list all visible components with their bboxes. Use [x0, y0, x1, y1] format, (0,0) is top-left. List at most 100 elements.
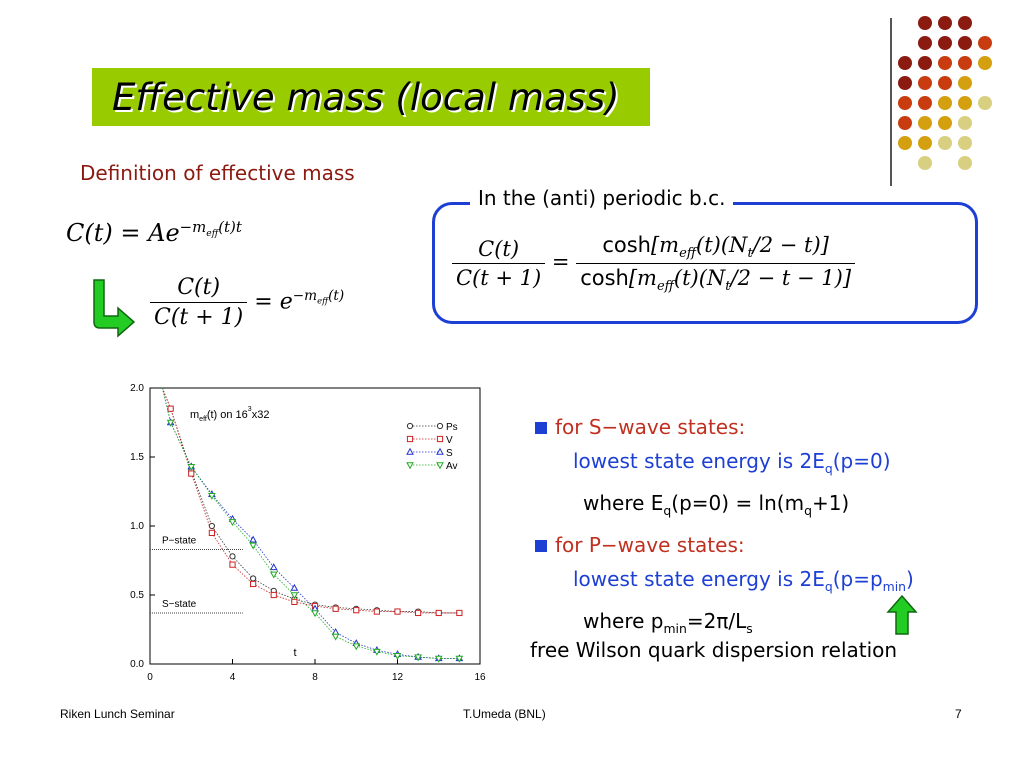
legend-label-v: V: [446, 435, 453, 446]
rhs-num-nsub: t: [747, 246, 753, 262]
s-line2: where E: [583, 491, 664, 515]
data-point-v: [250, 580, 257, 588]
eq3-equals: =: [551, 250, 570, 275]
data-point-av: [290, 592, 299, 600]
decorative-dot: [938, 96, 952, 110]
bullet-square-icon: [535, 540, 547, 552]
legend-marker: [436, 422, 444, 430]
divider-line: [890, 18, 892, 186]
data-point-v: [270, 591, 277, 599]
plot-frame: [149, 387, 481, 665]
decorative-dot: [938, 16, 952, 30]
eq2-numerator: C(t): [177, 275, 221, 300]
bullet-s-wave: for S−wave states:: [535, 410, 914, 444]
decorative-dot: [898, 76, 912, 90]
s-line2-mid: (p=0) = ln(m: [671, 491, 805, 515]
reference-label: P−state: [162, 535, 197, 546]
footer-author: T.Umeda (BNL): [463, 707, 546, 721]
eq2-fraction: C(t) C(t + 1): [150, 275, 248, 330]
reference-label: S−state: [162, 599, 197, 610]
series-line-v: [162, 387, 460, 614]
p-line1-sub: q: [824, 579, 833, 594]
cosh-num: cosh: [602, 233, 651, 257]
eq1-base: e: [165, 219, 180, 247]
eq1-lhs: C(t): [66, 219, 113, 247]
data-point-v: [208, 529, 215, 537]
data-point-av: [352, 643, 361, 651]
p-line1: lowest state energy is 2E: [573, 567, 825, 591]
data-point-av: [393, 653, 402, 660]
equation-correlator: C(t) = Ae−meff(t)t: [66, 218, 242, 247]
data-point-ps: [250, 575, 257, 582]
s-line1-tail: (p=0): [832, 449, 891, 473]
decorative-dot: [918, 16, 932, 30]
legend-marker: [406, 435, 414, 443]
s-wave-energy: lowest state energy is 2Eq(p=0): [535, 444, 914, 486]
bullet-square-icon: [535, 422, 547, 434]
decorative-dot: [938, 56, 952, 70]
decorative-dot: [918, 116, 932, 130]
rhs-den-nsub: t: [725, 279, 731, 295]
y-tick-label: 0.0: [130, 659, 144, 670]
eq2-exp: −m: [292, 288, 318, 305]
decorative-dot: [898, 56, 912, 70]
legend-marker: [436, 447, 444, 455]
data-point-av: [208, 492, 216, 500]
data-point-s: [290, 583, 299, 591]
p-line2-mid: =2π/L: [686, 609, 747, 633]
eq2-exp-tail: (t): [328, 288, 345, 305]
x-axis-label: t: [293, 647, 296, 659]
data-point-v: [353, 607, 360, 614]
data-point-av: [414, 654, 422, 662]
decorative-dot: [958, 136, 972, 150]
arrow-up-icon: [886, 594, 918, 635]
p-wave-where: where pmin=2π/Ls: [535, 604, 914, 646]
data-point-ps: [229, 553, 236, 560]
p-line1-mid: (p=p: [832, 567, 883, 591]
decorative-dot: [938, 116, 952, 130]
p-wave-heading: for P−wave states:: [555, 533, 745, 557]
legend-label-av: Av: [446, 461, 458, 472]
decorative-dot: [918, 136, 932, 150]
decorative-dot: [938, 36, 952, 50]
chart-annotation: meff(t) on 163x32: [190, 406, 269, 423]
data-point-ps: [208, 522, 215, 530]
legend-marker: [406, 447, 414, 455]
data-point-v: [291, 598, 298, 606]
decorative-dot: [938, 136, 952, 150]
s-wave-heading: for S−wave states:: [555, 415, 746, 439]
data-point-s: [249, 535, 257, 543]
data-point-av: [331, 633, 340, 641]
x-tick-label: 16: [474, 672, 486, 680]
decorative-dot: [898, 136, 912, 150]
decorative-dot: [958, 16, 972, 30]
s-line2-sub2: q: [804, 503, 812, 518]
rhs-den-sub: eff: [656, 279, 674, 295]
box-label: In the (anti) periodic b.c.: [470, 186, 734, 210]
eq2-equals: =: [254, 289, 273, 315]
data-point-av: [269, 571, 278, 579]
p-line2: where p: [583, 609, 664, 633]
eq2-exp-sub: eff: [317, 295, 329, 306]
x-tick-label: 8: [312, 672, 318, 680]
eq1-exp: −m: [179, 218, 207, 236]
decorative-dot: [898, 96, 912, 110]
y-tick-label: 1.0: [130, 521, 144, 532]
title-banner: [92, 68, 650, 126]
series-line-ps: [162, 387, 460, 614]
eq1-exp-sub: eff: [206, 227, 219, 239]
effective-mass-chart: 0 4 8 12 16 0.0 0.5 1.0 1.5 2.0 t P−state S−state mef…: [130, 383, 486, 680]
eq3-rhs-numerator: cosh[meff(t)(Nt/2 − t)]: [598, 233, 833, 263]
decorative-dot: [958, 36, 972, 50]
p-line1-sub2: min: [882, 579, 907, 594]
x-tick-label: 0: [147, 672, 153, 680]
bullet-p-wave: for P−wave states:: [535, 528, 914, 562]
rhs-den-a: [m: [628, 266, 657, 291]
decorative-dot: [938, 76, 952, 90]
data-point-av: [187, 463, 196, 471]
data-point-s: [269, 563, 278, 571]
data-point-v: [435, 609, 442, 617]
definition-heading: Definition of effective mass: [80, 161, 355, 185]
eq3-rhs-fraction: cosh[meff(t)(Nt/2 − t)] cosh[meff(t)(Nt/…: [576, 233, 856, 295]
y-tick-label: 0.5: [130, 590, 144, 601]
